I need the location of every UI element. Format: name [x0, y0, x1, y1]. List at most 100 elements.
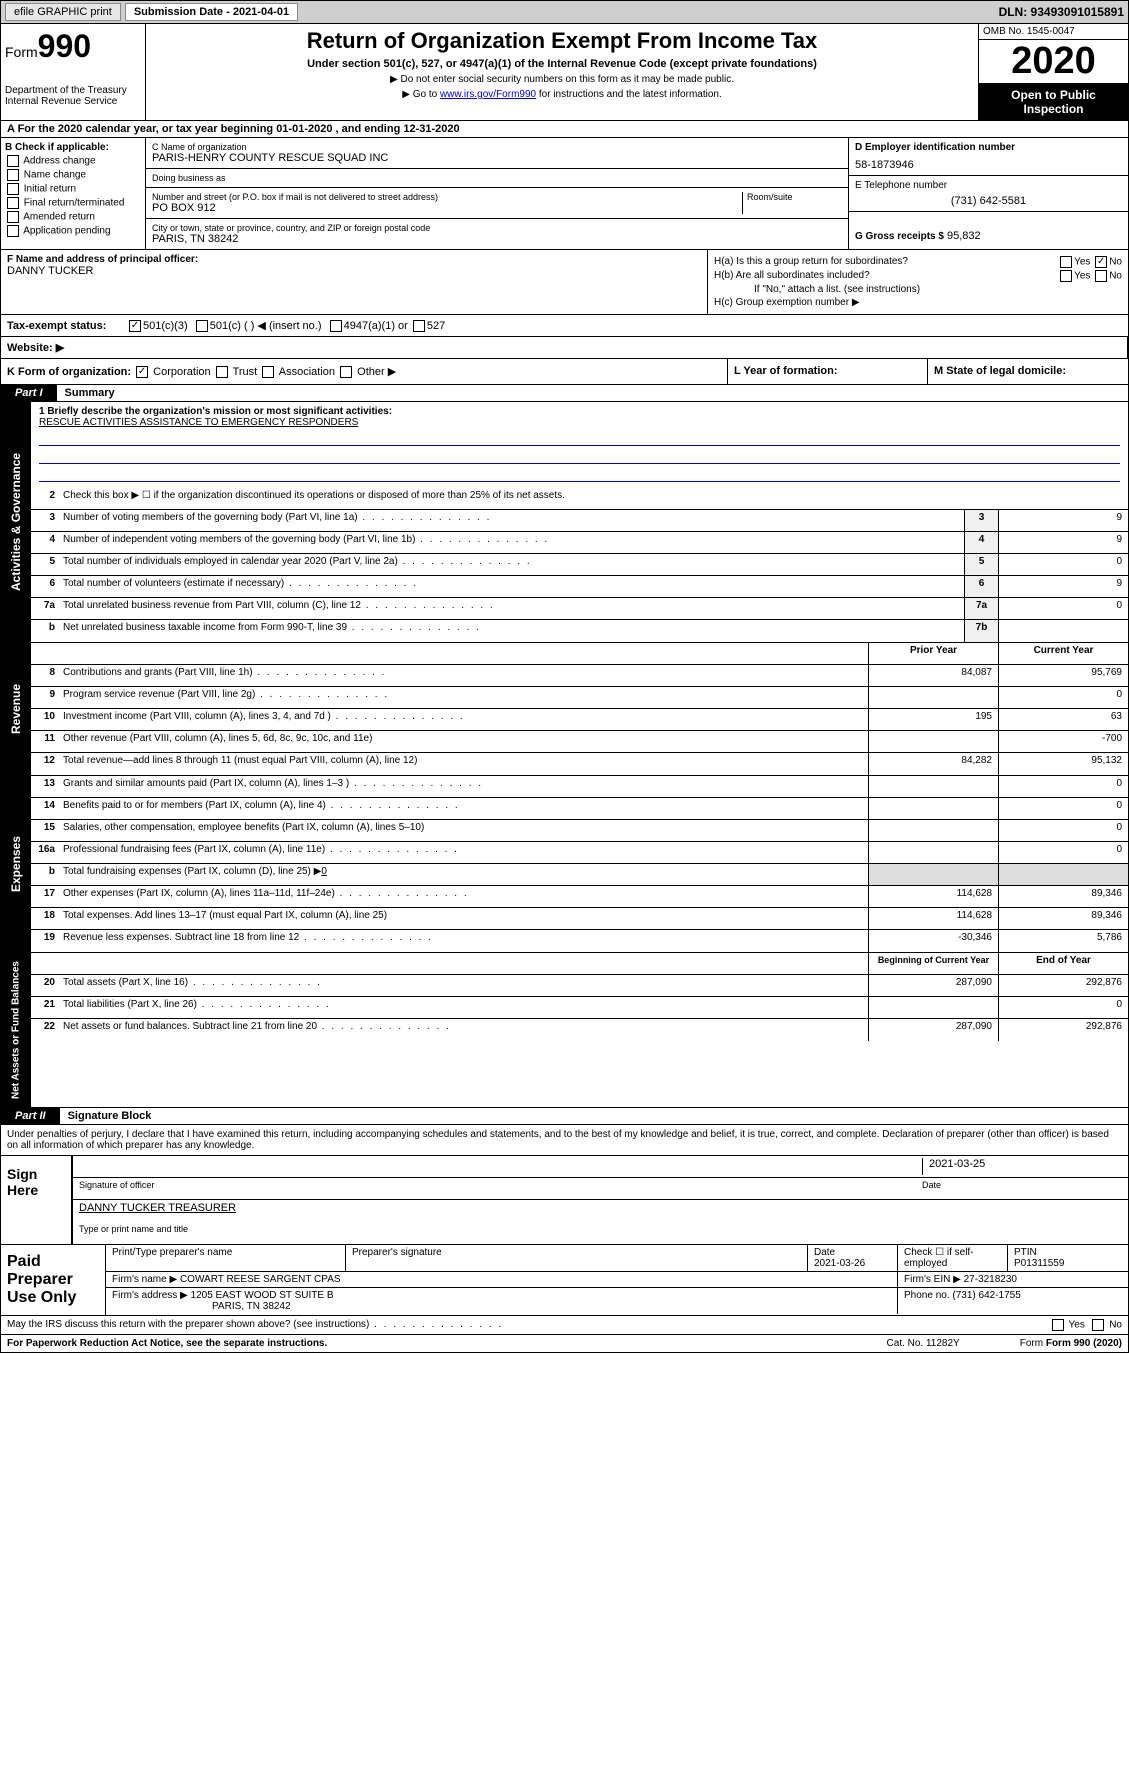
ha-yes[interactable] — [1060, 256, 1072, 268]
rev-side-tab: Revenue — [1, 643, 31, 775]
tax-year: 2020 — [979, 40, 1128, 84]
part1-header: Part I Summary — [0, 385, 1129, 402]
note-goto-b: for instructions and the latest informat… — [536, 89, 722, 100]
city: PARIS, TN 38242 — [152, 233, 842, 245]
line21: Total liabilities (Part X, line 26) — [59, 997, 868, 1018]
discuss-no[interactable] — [1092, 1319, 1104, 1331]
officer-printed: DANNY TUCKER TREASURER — [79, 1202, 236, 1220]
chk-initial[interactable] — [7, 183, 19, 195]
part1-title: Summary — [65, 387, 115, 399]
firm-name: COWART REESE SARGENT CPAS — [180, 1274, 341, 1285]
v5: 0 — [998, 554, 1128, 575]
net-side-tab: Net Assets or Fund Balances — [1, 953, 31, 1107]
form-ref: Form Form 990 (2020) — [1020, 1338, 1122, 1349]
exp-side-tab: Expenses — [1, 776, 31, 952]
chk-address[interactable] — [7, 155, 19, 167]
line18: Total expenses. Add lines 13–17 (must eq… — [59, 908, 868, 929]
form-header: Form990 Department of the Treasury Inter… — [0, 24, 1129, 121]
chk-name[interactable] — [7, 169, 19, 181]
hb-yes[interactable] — [1060, 270, 1072, 282]
mission-q: 1 Briefly describe the organization's mi… — [39, 406, 1120, 417]
line3: Number of voting members of the governin… — [59, 510, 964, 531]
l-label: L Year of formation: — [734, 365, 838, 377]
chk-4947[interactable] — [330, 320, 342, 332]
line22: Net assets or fund balances. Subtract li… — [59, 1019, 868, 1041]
expenses-section: Expenses 13Grants and similar amounts pa… — [0, 776, 1129, 953]
name-title-lbl: Type or print name and title — [79, 1224, 188, 1242]
form-title: Return of Organization Exempt From Incom… — [154, 28, 970, 54]
line15: Salaries, other compensation, employee b… — [59, 820, 868, 841]
opt-initial: Initial return — [24, 184, 76, 195]
paid-preparer-section: Paid Preparer Use Only Print/Type prepar… — [0, 1245, 1129, 1316]
footer: For Paperwork Reduction Act Notice, see … — [0, 1335, 1129, 1353]
c-name-label: C Name of organization — [152, 142, 842, 152]
opt-address: Address change — [23, 156, 95, 167]
line19: Revenue less expenses. Subtract line 18 … — [59, 930, 868, 952]
m-label: M State of legal domicile: — [934, 365, 1066, 377]
row-i: Tax-exempt status: 501(c)(3) 501(c) ( ) … — [0, 315, 1129, 337]
sign-here-label: Sign Here — [1, 1156, 73, 1244]
efile-link[interactable]: efile GRAPHIC print — [5, 3, 121, 21]
line7a: Total unrelated business revenue from Pa… — [59, 598, 964, 619]
ha-label: H(a) Is this a group return for subordin… — [714, 256, 908, 268]
firm-phone: (731) 642-1755 — [952, 1290, 1020, 1301]
addr: PO BOX 912 — [152, 202, 742, 214]
part2-tag: Part II — [1, 1108, 60, 1124]
line7b: Net unrelated business taxable income fr… — [59, 620, 964, 642]
revenue-section: Revenue Prior YearCurrent Year 8Contribu… — [0, 643, 1129, 776]
line12: Total revenue—add lines 8 through 11 (mu… — [59, 753, 868, 775]
line13: Grants and similar amounts paid (Part IX… — [59, 776, 868, 797]
part2-header: Part II Signature Block — [0, 1108, 1129, 1125]
gross: 95,832 — [947, 230, 981, 242]
pra-notice: For Paperwork Reduction Act Notice, see … — [7, 1338, 887, 1349]
current-hdr: Current Year — [998, 643, 1128, 664]
irs-link[interactable]: www.irs.gov/Form990 — [440, 89, 536, 100]
discuss-yes[interactable] — [1052, 1319, 1064, 1331]
city-label: City or town, state or province, country… — [152, 223, 842, 233]
note-ssn: ▶ Do not enter social security numbers o… — [154, 74, 970, 85]
gov-side-tab: Activities & Governance — [1, 402, 31, 642]
cat-no: Cat. No. 11282Y — [887, 1338, 960, 1349]
v7a: 0 — [998, 598, 1128, 619]
chk-other[interactable] — [340, 366, 352, 378]
chk-527[interactable] — [413, 320, 425, 332]
line17: Other expenses (Part IX, column (A), lin… — [59, 886, 868, 907]
mission-text: RESCUE ACTIVITIES ASSISTANCE TO EMERGENC… — [39, 417, 1120, 428]
signature-section: Under penalties of perjury, I declare th… — [0, 1125, 1129, 1245]
chk-assoc[interactable] — [262, 366, 274, 378]
chk-corp[interactable] — [136, 366, 148, 378]
v6: 9 — [998, 576, 1128, 597]
chk-final[interactable] — [7, 197, 19, 209]
tel-label: E Telephone number — [855, 180, 1122, 191]
chk-501c3[interactable] — [129, 320, 141, 332]
form-subtitle: Under section 501(c), 527, or 4947(a)(1)… — [154, 58, 970, 70]
paid-label: Paid Preparer Use Only — [1, 1245, 106, 1315]
ein-label: D Employer identification number — [855, 142, 1122, 153]
chk-trust[interactable] — [216, 366, 228, 378]
row-k: K Form of organization: Corporation Trus… — [0, 359, 1129, 385]
v4: 9 — [998, 532, 1128, 553]
opt-pending: Application pending — [23, 226, 110, 237]
b-label: B Check if applicable: — [5, 142, 141, 153]
hc-label: H(c) Group exemption number ▶ — [714, 297, 860, 308]
form-number: 990 — [38, 28, 91, 64]
line20: Total assets (Part X, line 16) — [59, 975, 868, 996]
chk-pending[interactable] — [7, 225, 19, 237]
prep-sig-lbl: Preparer's signature — [346, 1245, 808, 1271]
hb-note: If "No," attach a list. (see instruction… — [754, 284, 920, 295]
line11: Other revenue (Part VIII, column (A), li… — [59, 731, 868, 752]
discuss-row: May the IRS discuss this return with the… — [0, 1316, 1129, 1335]
org-name: PARIS-HENRY COUNTY RESCUE SQUAD INC — [152, 152, 842, 164]
tel: (731) 642-5581 — [855, 195, 1122, 207]
addr-label: Number and street (or P.O. box if mail i… — [152, 192, 742, 202]
ha-no[interactable] — [1095, 256, 1107, 268]
line8: Contributions and grants (Part VIII, lin… — [59, 665, 868, 686]
hb-label: H(b) Are all subordinates included? — [714, 270, 870, 282]
hb-no[interactable] — [1095, 270, 1107, 282]
room-label: Room/suite — [747, 192, 842, 202]
chk-amended[interactable] — [7, 211, 19, 223]
self-emp: Check ☐ if self-employed — [898, 1245, 1008, 1271]
chk-501c[interactable] — [196, 320, 208, 332]
sig-officer-lbl: Signature of officer — [79, 1180, 922, 1197]
officer-name: DANNY TUCKER — [7, 265, 701, 277]
